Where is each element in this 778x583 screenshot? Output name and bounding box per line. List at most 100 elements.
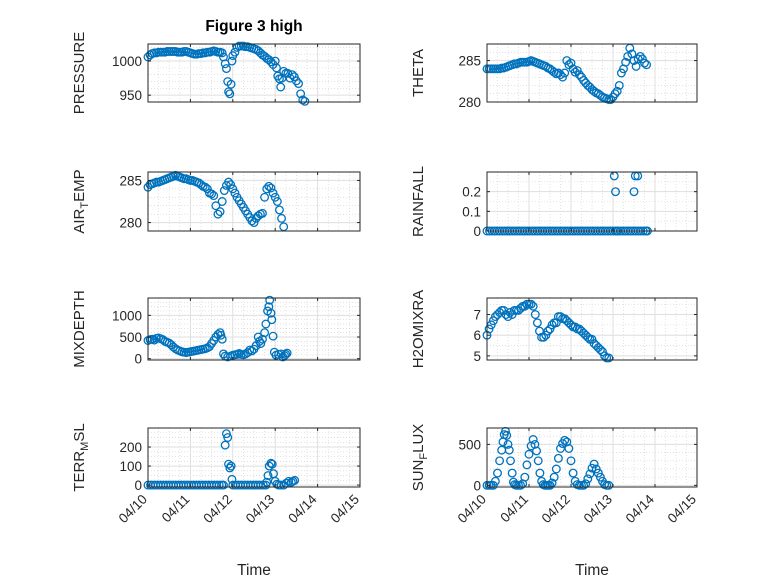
data-point [566, 456, 576, 466]
data-point [264, 181, 274, 191]
data-point [290, 475, 300, 485]
data-point [274, 205, 284, 215]
data-point [281, 349, 291, 359]
data-point [217, 197, 227, 206]
data-point [574, 70, 584, 80]
data-point [226, 180, 236, 190]
data-point [207, 189, 217, 199]
data-point [583, 474, 593, 484]
data-point [547, 320, 557, 330]
y-axis-label-subscript: F [418, 453, 430, 460]
data-point [528, 435, 538, 444]
data-point [149, 335, 159, 345]
data-point [219, 186, 229, 195]
data-point [568, 468, 578, 478]
data-point [230, 47, 240, 57]
x-axis-label: Time [237, 562, 271, 579]
data-point [267, 315, 277, 325]
y-tick-label: 285 [119, 173, 142, 188]
data-point [266, 458, 276, 468]
data-point [270, 192, 280, 202]
data-point [272, 63, 281, 73]
data-point [282, 348, 292, 358]
data-point [551, 318, 561, 328]
data-point [484, 324, 494, 334]
data-point [501, 426, 510, 436]
data-point [526, 299, 536, 309]
data-point [493, 468, 502, 478]
y-axis-label: MIXDEPTH [71, 290, 88, 368]
y-axis-label-rest: SL [71, 423, 88, 441]
data-point [535, 468, 545, 478]
data-point [506, 456, 515, 466]
data-point [589, 459, 599, 469]
data-point [612, 86, 622, 96]
subplot-1: 950 1000 PRESSURE Figure 3 high [71, 18, 361, 115]
data-point [553, 453, 563, 463]
data-point [616, 68, 626, 78]
axes-box [147, 43, 361, 103]
data-point [200, 182, 210, 192]
chart-title: Figure 3 high [205, 18, 302, 35]
y-axis-label: PRESSURE [71, 32, 88, 115]
axes-box [147, 427, 361, 488]
data-point [551, 464, 561, 474]
data-point [219, 480, 228, 490]
y-axis-label-rest: EMP [71, 169, 88, 202]
data-point [633, 54, 643, 64]
data-point [501, 310, 511, 319]
y-tick-label: 0 [134, 352, 142, 367]
data-point [247, 346, 257, 356]
data-point [560, 435, 570, 445]
y-tick-label: 285 [458, 54, 481, 69]
data-point [279, 66, 289, 76]
data-point [221, 64, 231, 74]
data-point [566, 58, 576, 68]
data-point [533, 456, 543, 466]
data-point [629, 56, 639, 66]
data-point [217, 334, 227, 344]
data-point [224, 459, 234, 469]
data-point [572, 66, 582, 75]
data-point [294, 79, 303, 89]
data-point [499, 305, 509, 315]
subplot-6: 5 6 7 H2OMIXRA [410, 290, 698, 368]
axes-box [486, 171, 698, 232]
data-point [228, 184, 238, 194]
data-point [291, 76, 301, 86]
y-axis-label-main: PRESSURE [71, 32, 88, 115]
data-point [621, 57, 631, 67]
data-point [614, 80, 624, 90]
data-point [635, 51, 645, 61]
data-point [556, 312, 565, 322]
data-point [263, 471, 273, 481]
y-tick-label: 1000 [112, 308, 142, 323]
data-point [598, 347, 607, 357]
data-point [280, 351, 289, 361]
data-point [214, 480, 224, 490]
y-tick-label: 0 [473, 224, 481, 239]
y-tick-label: 100 [119, 459, 142, 474]
data-point [504, 445, 514, 455]
data-point [211, 201, 221, 211]
y-tick-label: 0.2 [462, 185, 481, 200]
data-point [545, 324, 555, 334]
data-point [520, 472, 530, 482]
data-point [524, 449, 534, 459]
data-point [216, 330, 226, 340]
axes-box [486, 297, 698, 361]
data-point [560, 68, 570, 78]
data-point [549, 472, 559, 482]
data-point [520, 301, 530, 311]
y-tick-label: 0.1 [462, 204, 481, 219]
data-point [530, 310, 540, 319]
data-point [585, 469, 595, 479]
data-point [266, 57, 276, 67]
y-tick-label: 200 [119, 440, 142, 455]
subplot-2: 280 285 THETA [410, 43, 698, 110]
y-axis-label-main: H2OMIXRA [410, 290, 427, 368]
data-point [488, 316, 498, 326]
data-point [595, 345, 605, 355]
y-axis-label: RAINFALL [410, 166, 427, 237]
